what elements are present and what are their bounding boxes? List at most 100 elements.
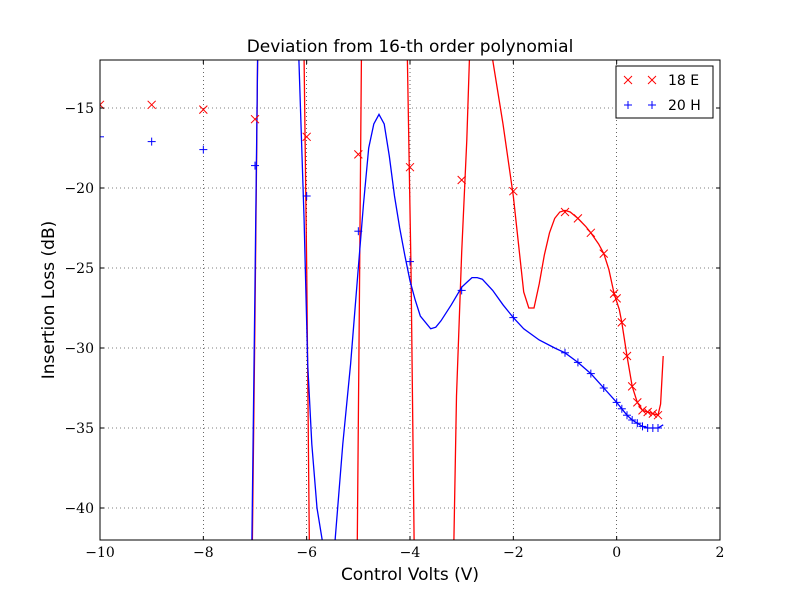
series-line-20h: [298, 60, 323, 540]
data-point-18e-stroke: [198, 105, 208, 114]
data-point-18e: [250, 114, 260, 124]
data-point-18e: [612, 294, 622, 303]
data-point-20h: [599, 384, 608, 392]
data-point-18e: [627, 382, 637, 391]
data-point-20h: [457, 286, 466, 295]
data-point-18e-stroke: [100, 100, 105, 106]
legend-marker-18e-stroke: [647, 75, 657, 85]
data-point-20h: [612, 398, 621, 407]
data-point-18e-stroke: [599, 249, 609, 258]
data-point-18e: [147, 100, 157, 110]
series-line-20h: [334, 113, 664, 540]
data-point-18e: [457, 175, 467, 185]
data-point-18e: [198, 105, 208, 114]
data-point-18e-stroke: [648, 409, 658, 418]
series-line-18e: [356, 60, 363, 540]
data-point-18e-stroke: [405, 162, 415, 172]
data-point-20h: [617, 404, 626, 413]
data-point-20h: [654, 424, 662, 432]
data-point-18e-stroke: [609, 289, 619, 298]
data-point-18e: [609, 289, 619, 298]
data-point-18e-stroke: [560, 207, 570, 217]
data-point-20h: [147, 137, 156, 146]
data-point-20h: [628, 416, 637, 424]
x-tick-label: −4: [400, 545, 421, 561]
data-point-20h: [302, 192, 311, 200]
x-tick-label: 2: [716, 545, 725, 561]
data-point-18e-stroke: [627, 382, 637, 391]
data-point-18e: [405, 162, 415, 172]
data-point-18e: [560, 207, 570, 217]
data-point-18e-stroke: [622, 351, 632, 361]
axis-ticks: −10 −8 −6 −4 −2 0 2−40−35−30−25−20−15: [64, 60, 724, 561]
data-point-18e: [508, 186, 518, 196]
data-point-18e-stroke: [586, 228, 596, 238]
data-point-18e: [653, 410, 663, 420]
x-tick-label: −2: [503, 545, 524, 561]
data-point-18e: [353, 150, 363, 159]
data-point-18e-stroke: [353, 150, 363, 159]
legend-marker-20h: [624, 101, 632, 109]
data-point-20h: [509, 313, 518, 322]
data-point-18e: [648, 409, 658, 418]
y-tick-label: −30: [64, 341, 94, 357]
data-point-18e-stroke: [100, 104, 105, 110]
series-line-18e: [406, 60, 415, 540]
chart-title: Deviation from 16-th order polynomial: [247, 37, 574, 57]
data-point-20h: [251, 161, 259, 170]
data-point-18e-stroke: [508, 186, 518, 196]
y-tick-label: −40: [64, 501, 94, 517]
data-point-20h: [100, 132, 104, 141]
data-point-18e: [573, 214, 583, 223]
legend-label-18e: 18 E: [668, 73, 699, 89]
data-point-18e: [617, 318, 627, 327]
data-point-18e: [586, 228, 596, 238]
series-line-18e: [453, 60, 471, 540]
y-tick-label: −20: [64, 181, 94, 197]
y-tick-label: −35: [64, 421, 94, 437]
data-point-18e: [643, 407, 653, 417]
y-tick-label: −15: [64, 101, 94, 117]
data-point-20h: [561, 348, 569, 357]
data-point-18e-stroke: [147, 100, 157, 110]
data-point-20h: [573, 358, 582, 367]
data-point-18e: [638, 406, 647, 415]
data-point-20h: [586, 369, 595, 378]
y-tick-label: −25: [64, 261, 94, 277]
x-tick-label: −6: [296, 545, 317, 561]
legend: 18 E 20 H: [615, 65, 714, 119]
data-point-18e-stroke: [638, 406, 647, 415]
data-point-18e: [632, 398, 642, 407]
series-markers: [100, 100, 663, 432]
data-point-18e-stroke: [632, 398, 642, 407]
legend-box: [615, 65, 714, 119]
data-point-18e-stroke: [643, 407, 653, 417]
legend-entry-18e: [623, 75, 657, 85]
y-axis-label: Insertion Loss (dB): [39, 221, 59, 379]
x-tick-label: −8: [193, 545, 214, 561]
legend-marker-18e: [623, 75, 633, 85]
data-point-18e-stroke: [617, 318, 627, 327]
series-line-18e: [303, 60, 310, 540]
data-point-18e: [100, 100, 105, 110]
data-point-20h: [354, 227, 363, 236]
legend-label-20h: 20 H: [668, 98, 701, 114]
data-point-18e-stroke: [653, 410, 663, 420]
data-point-18e-stroke: [612, 294, 622, 303]
series-line-20h: [251, 60, 259, 540]
data-point-18e: [599, 249, 609, 258]
data-point-20h: [199, 145, 208, 154]
data-point-20h: [638, 422, 647, 431]
data-point-18e-stroke: [302, 132, 312, 142]
data-point-20h: [406, 257, 414, 266]
legend-marker-18e-stroke: [623, 75, 633, 85]
data-point-18e: [622, 351, 632, 361]
series-lines: [251, 60, 664, 540]
legend-marker-20h: [648, 101, 656, 109]
data-point-18e: [302, 132, 312, 142]
data-point-18e-stroke: [457, 175, 467, 185]
x-axis-label: Control Volts (V): [341, 565, 479, 585]
x-tick-label: 0: [612, 545, 621, 561]
legend-entry-20h: [624, 101, 656, 109]
